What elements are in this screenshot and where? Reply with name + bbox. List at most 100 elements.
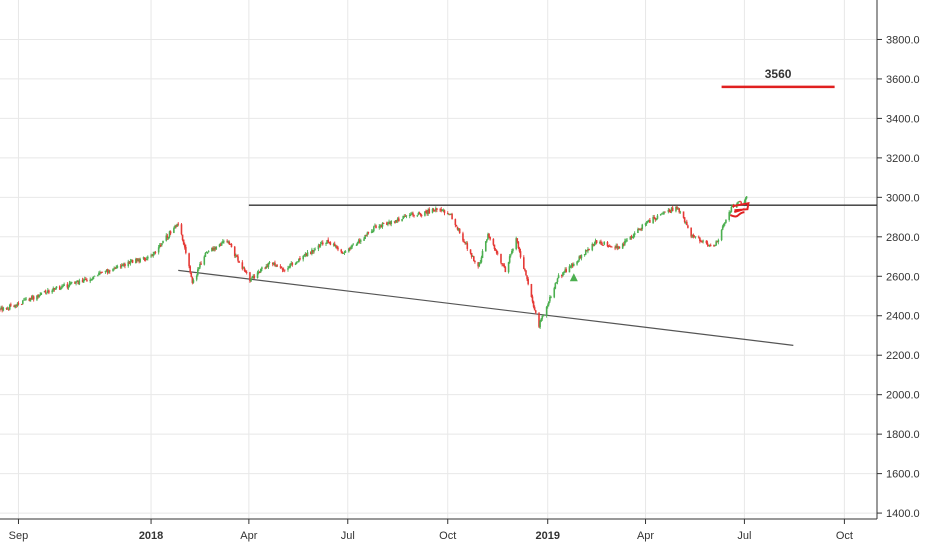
candle-body: [325, 243, 327, 245]
candle-body: [137, 259, 139, 262]
candle-body: [519, 251, 522, 258]
candle-body: [624, 240, 626, 245]
candle-body: [492, 238, 495, 245]
candle-body: [595, 240, 598, 244]
candle-body: [512, 248, 514, 252]
candle-body: [204, 253, 207, 257]
candle-body: [8, 304, 11, 310]
candle-body: [705, 240, 708, 244]
candle-body: [143, 257, 146, 260]
candle-body: [532, 301, 535, 307]
candle-body: [609, 246, 612, 247]
candle-body: [633, 233, 636, 236]
candle-body: [101, 271, 103, 273]
candle-body: [691, 235, 694, 237]
candle-body: [138, 259, 140, 262]
candle-body: [76, 280, 78, 282]
candle-body: [570, 264, 573, 267]
candle-body: [188, 253, 190, 267]
candle-body: [244, 270, 247, 273]
candle-body: [221, 241, 224, 244]
candle-body: [51, 290, 53, 293]
candle-body: [615, 245, 617, 249]
candle-body: [279, 266, 282, 268]
candle-body: [722, 223, 725, 227]
candle-body: [335, 246, 337, 248]
candle-body: [489, 236, 491, 240]
candle-body: [205, 252, 208, 254]
candle-body: [706, 242, 709, 246]
candle-body: [53, 288, 56, 290]
candle-body: [108, 270, 111, 272]
candle-body: [25, 298, 27, 300]
candle-body: [428, 209, 431, 214]
candle-body: [6, 308, 9, 310]
candle-body: [119, 266, 122, 268]
candle-body: [212, 248, 214, 251]
candle-body: [622, 244, 625, 245]
candle-body: [692, 234, 695, 237]
candle-body: [714, 245, 716, 246]
candle-body: [647, 220, 650, 221]
candle-body: [730, 206, 733, 212]
candle-body: [436, 208, 438, 210]
candle-body: [424, 211, 426, 216]
candle-body: [349, 248, 351, 250]
candle-body: [675, 206, 677, 212]
candle-body: [344, 251, 347, 253]
candle-body: [213, 248, 215, 251]
candle-body: [687, 225, 689, 228]
candle-body: [481, 251, 484, 258]
candle-body: [131, 260, 134, 263]
candle-body: [78, 280, 81, 285]
candle-body: [229, 243, 232, 245]
candle-body: [398, 218, 400, 222]
candle-body: [509, 254, 512, 256]
candle-body: [295, 261, 298, 264]
candle-body: [500, 253, 502, 263]
candle-body: [451, 214, 453, 220]
candle-body: [737, 202, 739, 204]
y-tick-label: 3600.0: [886, 74, 920, 86]
candle-body: [366, 232, 369, 235]
candle-body: [676, 206, 678, 209]
candle-body: [426, 211, 428, 214]
candle-body: [183, 244, 186, 248]
candle-body: [230, 243, 233, 248]
candle-body: [44, 290, 47, 293]
candle-body: [380, 225, 383, 228]
candle-body: [608, 245, 611, 247]
candle-body: [214, 247, 216, 250]
candle-body: [592, 244, 595, 246]
candle-body: [390, 220, 393, 225]
candle-body: [701, 241, 703, 243]
candle-body: [337, 247, 339, 250]
x-tick-label: 2019: [535, 530, 559, 542]
candle-body: [268, 262, 271, 264]
candle-body: [565, 269, 567, 272]
candle-body: [450, 213, 452, 215]
candle-body: [480, 257, 483, 263]
candle-body: [503, 264, 506, 268]
candle-body: [495, 250, 498, 254]
candle-body: [611, 246, 613, 248]
candle-body: [593, 243, 596, 246]
candle-body: [348, 248, 350, 252]
candle-body: [671, 207, 674, 211]
candle-body: [443, 210, 446, 214]
candle-body: [654, 217, 657, 220]
candle-body: [17, 303, 20, 305]
candle-body: [166, 235, 169, 238]
candle-body: [168, 231, 171, 237]
candle-body: [120, 265, 123, 267]
candle-body: [54, 288, 57, 290]
candle-body: [211, 247, 213, 252]
candle-body: [709, 245, 712, 246]
candle-body: [725, 219, 727, 223]
candle-body: [282, 269, 285, 271]
candle-body: [0, 307, 2, 310]
y-tick-label: 3200.0: [886, 153, 920, 165]
candle-body: [165, 235, 168, 241]
candle-body: [433, 209, 436, 211]
